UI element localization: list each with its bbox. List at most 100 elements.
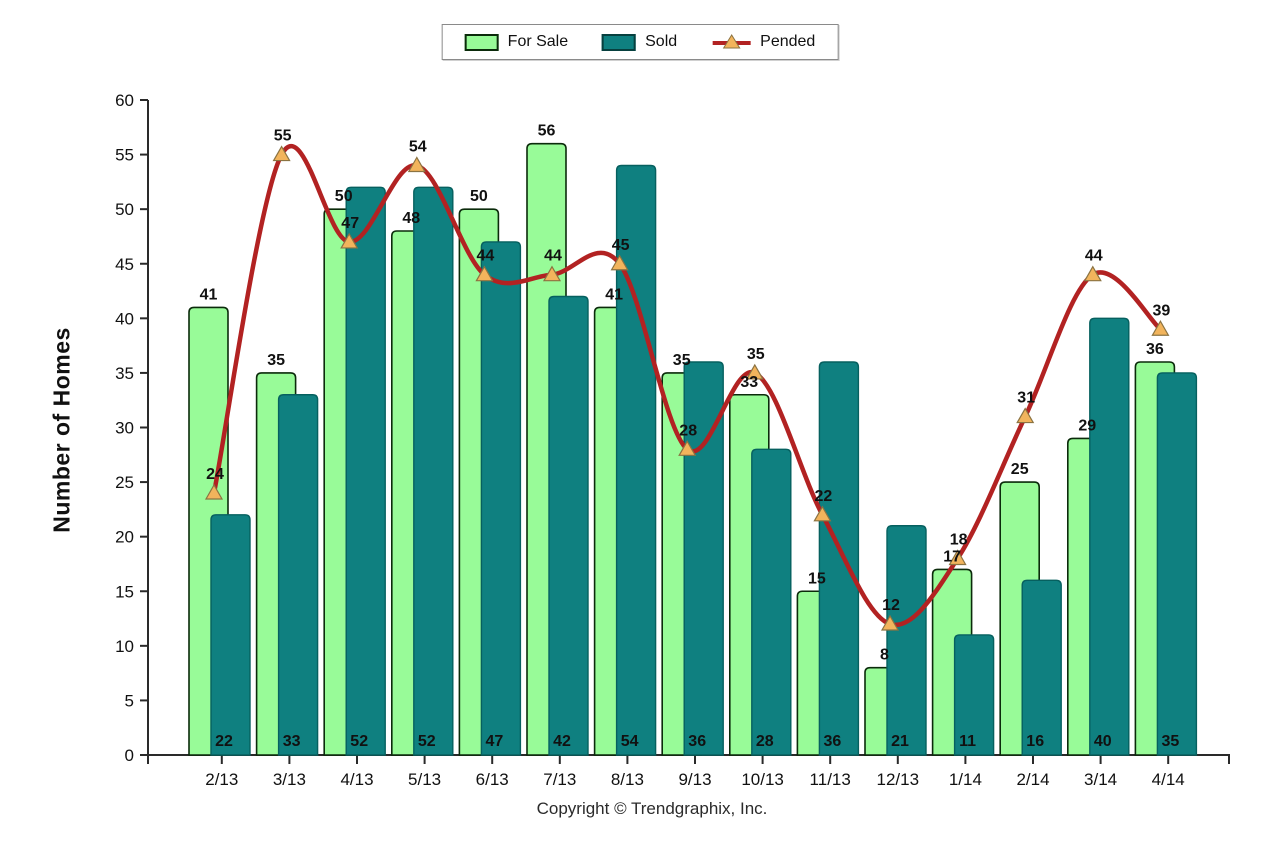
legend-label-pended: Pended [760,33,816,50]
x-tick-label: 2/13 [205,770,238,789]
for-sale-value-label: 33 [740,374,758,391]
sold-value-label: 47 [486,733,504,750]
for-sale-value-label: 35 [267,352,285,369]
pended-value-label: 35 [747,346,765,363]
pended-value-label: 45 [612,237,630,254]
x-tick-label: 12/13 [877,770,920,789]
legend: For Sale Sold Pended [441,24,839,60]
bar-sold [345,186,386,756]
for-sale-value-label: 50 [470,188,488,205]
y-tick-label: 25 [115,473,134,492]
x-tick-label: 5/13 [408,770,441,789]
bar-sold [615,164,657,756]
sold-value-label: 54 [621,733,639,750]
pended-value-label: 22 [815,488,833,505]
y-tick-label: 55 [115,146,134,165]
sold-value-label: 36 [824,733,842,750]
x-tick-label: 8/13 [611,770,644,789]
x-tick-label: 3/14 [1084,770,1117,789]
pended-marker-icon [272,145,291,162]
pended-marker-icon [407,156,426,173]
bar-sold [818,361,860,756]
y-tick-label: 0 [125,746,134,765]
y-tick-label: 15 [115,582,134,601]
pended-value-label: 12 [882,597,900,614]
pended-marker-icon [745,363,764,380]
bar-sold [1156,372,1198,756]
legend-item-pended: Pended [711,33,815,51]
pended-value-label: 44 [1085,248,1103,265]
for-sale-value-label: 41 [605,286,623,303]
bar-sold [480,241,522,756]
pended-marker-icon [813,505,832,522]
bar-sold [1021,579,1062,756]
sold-value-label: 40 [1094,733,1112,750]
sold-value-label: 52 [350,733,368,750]
bar-sold [1089,317,1130,756]
x-tick-label: 1/14 [949,770,982,789]
pended-value-label: 55 [274,128,292,145]
pended-value-label: 18 [950,532,968,549]
sold-value-label: 16 [1026,733,1044,750]
for-sale-value-label: 17 [943,548,961,565]
for-sale-value-label: 41 [200,286,218,303]
sold-value-label: 35 [1162,733,1180,750]
for-sale-value-label: 36 [1146,341,1164,358]
pended-marker-icon [880,614,900,631]
pended-marker-icon [204,483,224,500]
x-tick-label: 9/13 [678,770,711,789]
for-sale-swatch-icon [464,33,499,51]
y-tick-label: 40 [115,309,134,328]
y-tick-label: 5 [125,691,134,710]
y-tick-label: 35 [115,364,134,383]
x-tick-label: 7/13 [543,770,576,789]
data-labels: 41 35 50 48 50 56 41 35 33 15 8 17 25 29 36 22 33 52 52 47 4… [200,123,1180,750]
bar-sold [277,394,319,756]
sold-value-label: 11 [959,733,976,750]
pended-curve [211,143,1163,628]
sold-value-label: 21 [891,733,909,750]
x-tick-label: 4/13 [340,770,373,789]
sold-value-label: 52 [418,733,436,750]
pended-marker-icon [1151,320,1170,336]
sold-swatch-icon [602,33,637,51]
bar-sold [683,361,724,756]
pended-line-icon [711,34,751,50]
pended-marker-icon [678,440,697,456]
pended-value-label: 31 [1017,390,1035,407]
x-tick-label: 3/13 [273,770,306,789]
bar-sold [548,295,589,756]
x-tick-label: 11/13 [810,770,851,789]
legend-label-for-sale: For Sale [507,33,569,50]
for-sale-value-label: 35 [673,352,691,369]
sold-value-label: 36 [688,733,706,750]
pended-marker-icon [542,265,562,282]
pended-marker-icon [1016,407,1035,424]
pended-value-label: 47 [341,215,359,232]
for-sale-value-label: 50 [335,188,353,205]
x-tick-label: 6/13 [476,770,509,789]
pended-marker-icon [610,254,629,271]
y-tick-label: 30 [115,419,134,438]
pended-value-label: 24 [206,466,224,483]
bar-sold [413,186,454,756]
y-tick-label: 50 [115,200,134,219]
sold-value-label: 42 [553,733,571,750]
bar-sold [210,514,251,756]
pended-marker-icon [340,232,359,249]
x-tick-label: 2/14 [1016,770,1049,789]
pended-value-label: 39 [1153,302,1171,319]
legend-label-sold: Sold [645,33,678,50]
sold-value-label: 33 [283,733,301,750]
pended-value-label: 28 [679,422,697,439]
pended-marker-icon [475,265,494,282]
x-tick-label: 4/14 [1152,770,1185,789]
pended-value-label: 44 [544,248,562,265]
legend-item-for-sale: For Sale [464,33,569,51]
for-sale-value-label: 15 [808,570,826,587]
bars-sold [210,164,1198,756]
y-tick-label: 60 [115,91,134,110]
x-tick-label: 10/13 [741,770,784,789]
for-sale-value-label: 48 [402,210,420,227]
pended-value-label: 54 [409,139,427,156]
